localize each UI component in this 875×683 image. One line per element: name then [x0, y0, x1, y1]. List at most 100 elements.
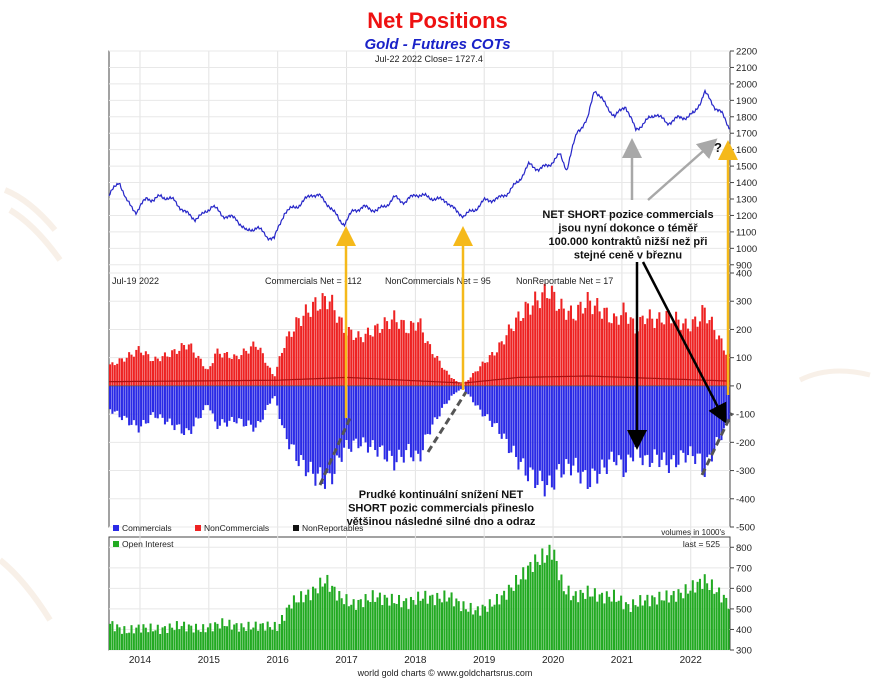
open-interest-bar: [603, 603, 606, 650]
noncommercials-bar: [405, 332, 408, 386]
noncommercials-bar: [149, 361, 152, 386]
noncommercials-bar: [536, 300, 539, 386]
net-y-tick-label: -500: [736, 523, 755, 534]
open-interest-bar: [202, 624, 205, 650]
noncommercials-bar: [706, 323, 709, 386]
commercials-bar: [252, 385, 255, 432]
annotation-bottom-center-line: většinou následné silné dno a odraz: [347, 516, 536, 528]
commercials-bar: [562, 385, 565, 475]
commercials-bar: [312, 385, 315, 474]
commercials-bar: [639, 385, 642, 458]
noncommercials-bar: [187, 344, 190, 386]
open-interest-bar: [598, 594, 601, 650]
commercials-bar: [304, 385, 307, 477]
noncommercials-bar: [675, 311, 678, 386]
open-interest-bar: [111, 621, 114, 650]
commercials-bar: [701, 385, 704, 473]
noncommercials-bar: [323, 296, 326, 386]
commercials-bar: [371, 385, 374, 441]
noncommercials-bar: [524, 301, 527, 386]
open-interest-bar: [531, 571, 534, 650]
commercials-bar: [617, 385, 620, 456]
noncommercials-bar: [698, 321, 701, 386]
annotation-bottom-center: Prudké kontinuální snížení NET SHORT pozi…: [347, 489, 536, 528]
noncommercials-bar: [261, 353, 264, 386]
noncommercials-bar: [230, 358, 233, 386]
noncommercials-bar: [269, 367, 272, 386]
commercials-bar: [512, 385, 515, 446]
open-interest-bar: [204, 632, 207, 650]
open-interest-bar: [340, 598, 343, 650]
noncommercials-bar: [543, 283, 546, 386]
noncommercials-bar: [679, 330, 682, 386]
commercials-bar: [553, 385, 556, 490]
open-interest-bar: [586, 585, 589, 650]
noncommercials-bar: [689, 331, 692, 386]
noncommercials-bar: [708, 320, 711, 386]
commercials-bar: [130, 385, 133, 425]
noncommercials-bar: [694, 316, 697, 386]
commercials-bar: [472, 385, 475, 403]
nonreportable-net-label: NonReportable Net = 17: [516, 276, 613, 286]
commercials-bar: [120, 385, 123, 421]
open-interest-bar: [252, 627, 255, 650]
open-interest-bar: [605, 591, 608, 650]
commercials-bar: [505, 385, 508, 439]
noncommercials-bar: [498, 342, 501, 386]
commercials-bar: [347, 385, 350, 449]
open-interest-bar: [455, 598, 458, 650]
commercials-bar: [206, 385, 209, 406]
noncommercials-bar: [722, 350, 725, 386]
commercials-bar: [574, 385, 577, 458]
commercials-bar: [175, 385, 178, 425]
noncommercials-bar: [546, 298, 549, 386]
open-interest-bar: [464, 609, 467, 650]
open-interest-bar: [703, 574, 706, 650]
open-interest-bar: [319, 577, 322, 650]
noncommercials-bar: [249, 346, 252, 386]
open-interest-bar: [240, 623, 243, 650]
open-interest-bar: [211, 631, 214, 650]
noncommercials-bar: [703, 307, 706, 386]
annotation-top-right-line: stejné ceně v březnu: [574, 250, 682, 262]
open-interest-bar: [304, 594, 307, 650]
open-interest-bar: [567, 585, 570, 650]
noncommercials-bar: [550, 285, 553, 386]
commercials-bar: [460, 385, 463, 390]
noncommercials-bar: [426, 341, 429, 386]
commercials-bar: [173, 385, 176, 431]
noncommercials-bar: [529, 314, 532, 386]
noncommercials-bar: [257, 349, 260, 386]
open-interest-bar: [460, 611, 463, 650]
commercials-bar: [288, 385, 291, 450]
open-interest-bar: [120, 633, 123, 650]
open-interest-bar: [259, 623, 262, 650]
open-interest-bar: [295, 602, 298, 650]
open-interest-bar: [488, 599, 491, 650]
x-tick-label: 2017: [335, 655, 358, 666]
open-interest-bar: [476, 606, 479, 650]
commercials-bar: [359, 385, 362, 447]
commercials-bar: [445, 385, 448, 404]
commercials-bar: [331, 385, 334, 485]
open-interest-bar: [493, 604, 496, 650]
x-tick-label: 2020: [542, 655, 565, 666]
commercials-bar: [269, 385, 272, 404]
commercials-bar: [436, 385, 439, 420]
noncommercials-bar: [276, 366, 279, 386]
open-interest-bar: [168, 623, 171, 650]
open-interest-bar: [441, 602, 444, 650]
commercials-bar: [546, 385, 549, 486]
noncommercials-bar: [479, 366, 482, 386]
open-interest-bar: [381, 605, 384, 650]
noncommercials-bar: [560, 298, 563, 386]
open-interest-bar: [316, 593, 319, 650]
open-interest-bar: [180, 626, 183, 650]
noncommercials-bar: [414, 330, 417, 386]
noncommercials-bar: [259, 347, 262, 386]
open-interest-bar: [156, 624, 159, 650]
noncommercials-bar: [147, 354, 150, 386]
noncommercials-bar: [538, 308, 541, 386]
commercials-bar: [548, 385, 551, 476]
commercials-bar: [593, 385, 596, 471]
